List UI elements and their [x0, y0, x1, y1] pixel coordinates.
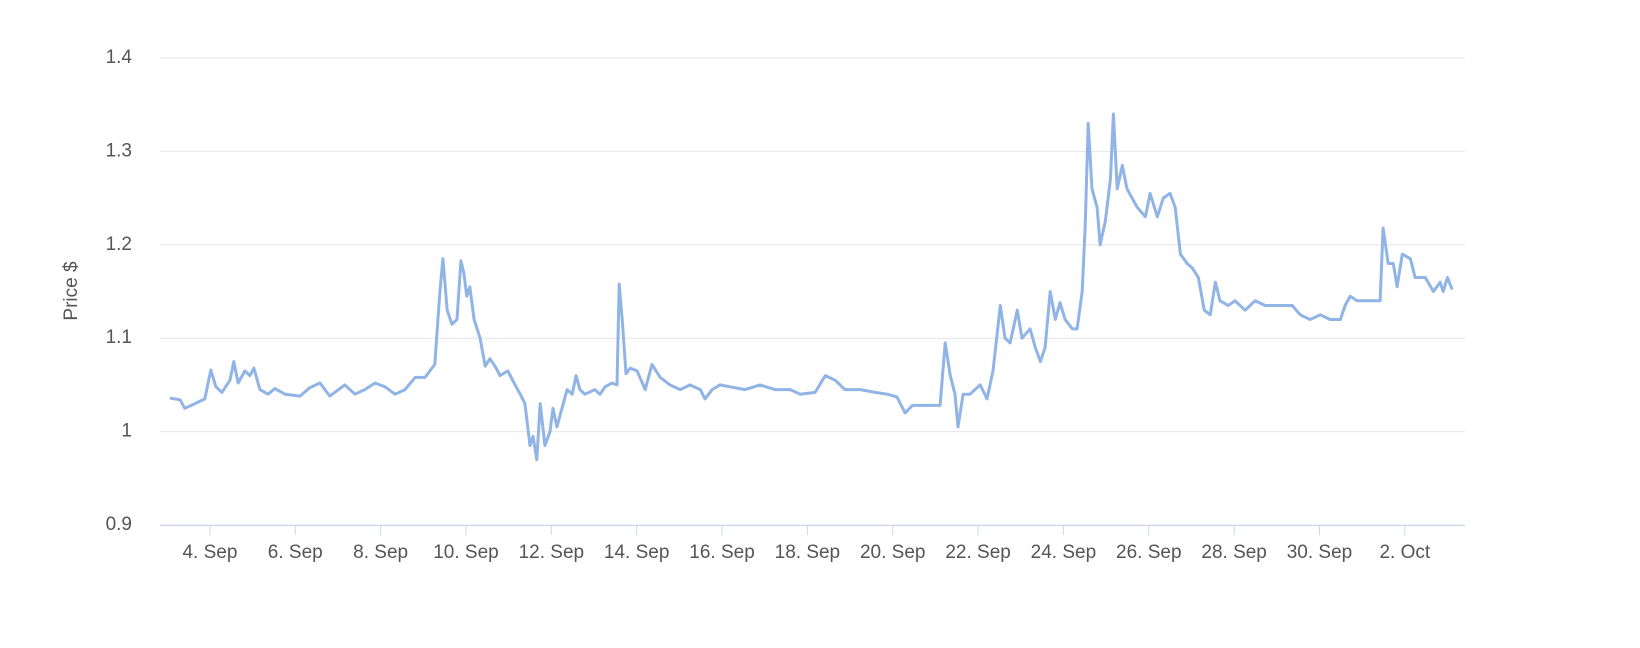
x-tick-label: 26. Sep — [1116, 542, 1182, 563]
price-line — [169, 112, 1454, 462]
y-tick-label: 1.4 — [106, 47, 133, 68]
y-axis-title: Price $ — [61, 261, 82, 321]
x-tick-label: 28. Sep — [1201, 542, 1267, 563]
y-tick-label: 1 — [121, 421, 132, 442]
x-tick-label: 16. Sep — [689, 542, 755, 563]
x-tick-label: 22. Sep — [945, 542, 1011, 563]
x-tick-label: 8. Sep — [353, 542, 408, 563]
x-tick-label: 10. Sep — [433, 542, 499, 563]
y-tick-label: 1.1 — [106, 327, 132, 348]
x-tick-label: 2. Oct — [1379, 542, 1430, 563]
y-tick-label: 1.3 — [106, 140, 132, 161]
x-tick-label: 20. Sep — [860, 542, 926, 563]
x-tick-label: 18. Sep — [775, 542, 841, 563]
x-tick-label: 6. Sep — [268, 542, 323, 563]
y-tick-label: 0.9 — [106, 514, 132, 535]
x-tick-label: 14. Sep — [604, 542, 670, 563]
x-tick-label: 30. Sep — [1287, 542, 1353, 563]
x-tick-label: 4. Sep — [182, 542, 237, 563]
x-tick-label: 24. Sep — [1031, 542, 1097, 563]
y-tick-label: 1.2 — [106, 234, 132, 255]
x-tick-label: 12. Sep — [519, 542, 585, 563]
